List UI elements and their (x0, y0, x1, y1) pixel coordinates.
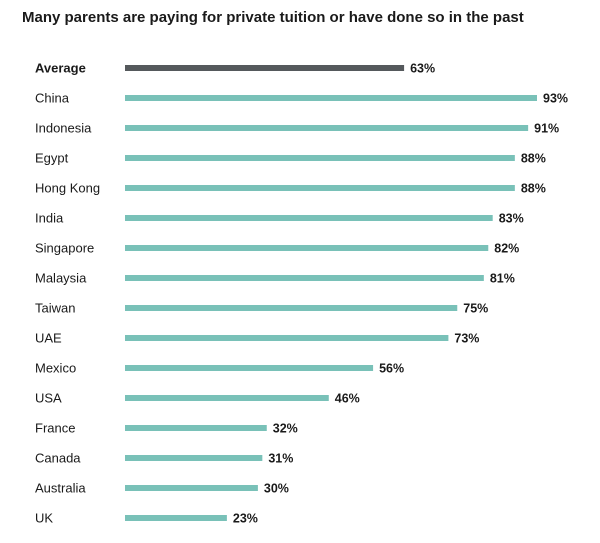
bar (125, 155, 515, 161)
value-labels: 63% 93% 91% 88% 88% 83% 82% 81% 75% 73% 56% 46% 32% 3… (233, 62, 568, 526)
value-label: 56% (379, 362, 404, 376)
bar (125, 485, 258, 491)
bar (125, 305, 458, 311)
bar (125, 215, 493, 221)
bar (125, 515, 227, 521)
bar (125, 275, 484, 281)
category-label: Mexico (35, 361, 76, 376)
bar (125, 335, 449, 341)
bar (125, 185, 515, 191)
value-label: 81% (490, 272, 515, 286)
bar-average (125, 65, 405, 71)
value-label: 46% (335, 392, 360, 406)
category-label: UK (35, 511, 53, 526)
bars (125, 65, 537, 521)
bar (125, 425, 267, 431)
category-label: France (35, 421, 75, 436)
value-label: 88% (521, 152, 546, 166)
category-label: UAE (35, 331, 62, 346)
value-label: 82% (494, 242, 519, 256)
category-label: Taiwan (35, 301, 75, 316)
category-label: Singapore (35, 241, 94, 256)
value-label: 63% (410, 62, 435, 76)
bar (125, 95, 537, 101)
value-label: 88% (521, 182, 546, 196)
value-label: 73% (454, 332, 479, 346)
category-label: USA (35, 391, 62, 406)
bar (125, 455, 263, 461)
value-label: 83% (499, 212, 524, 226)
category-label: Egypt (35, 151, 69, 166)
category-label: Indonesia (35, 121, 92, 136)
value-label: 91% (534, 122, 559, 136)
category-label: India (35, 211, 64, 226)
category-label: Australia (35, 481, 86, 496)
value-label: 93% (543, 92, 568, 106)
value-label: 31% (268, 452, 293, 466)
category-label: Hong Kong (35, 181, 100, 196)
value-label: 30% (264, 482, 289, 496)
value-label: 32% (273, 422, 298, 436)
category-label: Canada (35, 451, 81, 466)
value-label: 75% (463, 302, 488, 316)
bar (125, 245, 489, 251)
category-label: Average (35, 61, 86, 76)
bar (125, 365, 374, 371)
chart-title: Many parents are paying for private tuit… (22, 9, 524, 26)
category-labels: Average China Indonesia Egypt Hong Kong India… (35, 61, 100, 526)
category-label: Malaysia (35, 271, 87, 286)
category-label: China (35, 91, 70, 106)
value-label: 23% (233, 512, 258, 526)
bar (125, 125, 529, 131)
bar (125, 395, 329, 401)
